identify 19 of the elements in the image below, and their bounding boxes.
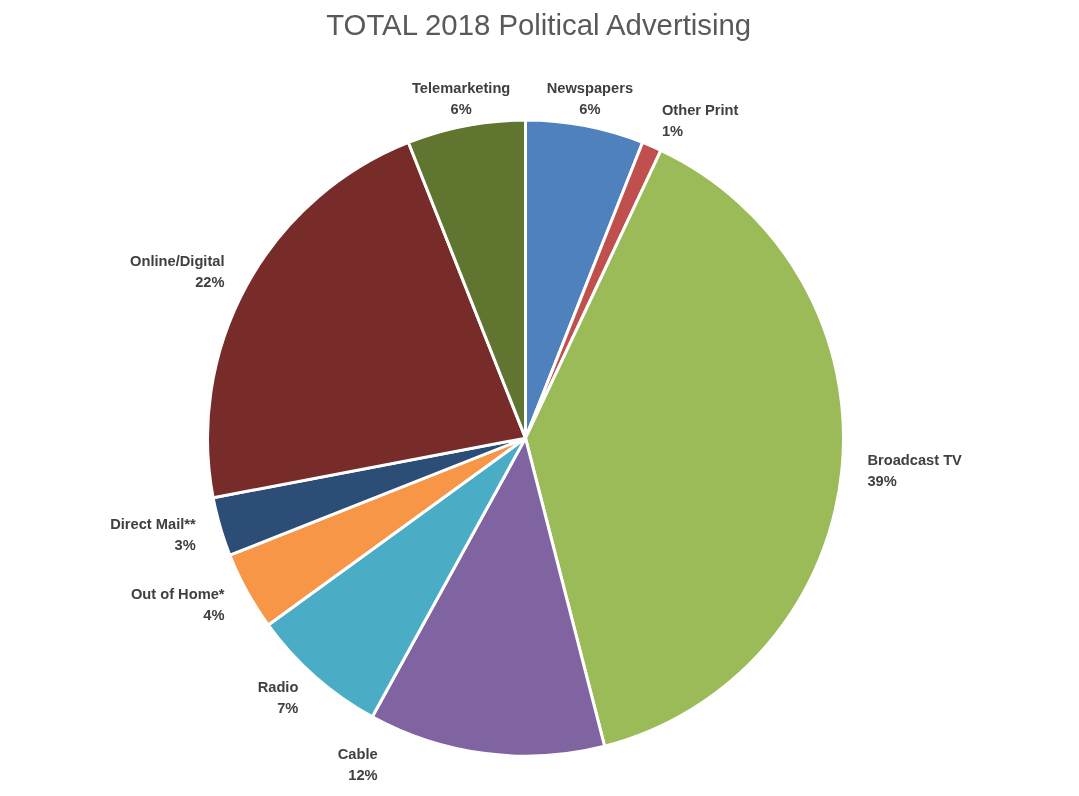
slice-label: Newspapers [546, 80, 634, 97]
slice-label: Radio [257, 679, 299, 696]
slice-label: Other Print [661, 102, 739, 119]
data-label: 22% [195, 273, 225, 290]
slice-label: Telemarketing [412, 80, 511, 97]
data-label: 6% [450, 100, 472, 117]
slice-label: Cable [337, 745, 378, 762]
data-label: 1% [661, 123, 684, 140]
data-label: 39% [867, 473, 897, 490]
slice-label: Broadcast TV [867, 452, 963, 469]
data-label: 6% [579, 100, 601, 117]
chart-title: TOTAL 2018 Political Advertising [326, 7, 752, 41]
slice-label: Out of Home* [130, 586, 225, 603]
slice-label: Direct Mail** [110, 516, 196, 533]
data-label: 7% [277, 699, 299, 716]
data-label: 3% [174, 536, 196, 553]
data-label: 4% [203, 607, 225, 624]
data-label: 12% [348, 766, 378, 783]
slice-label: Online/Digital [130, 253, 225, 270]
